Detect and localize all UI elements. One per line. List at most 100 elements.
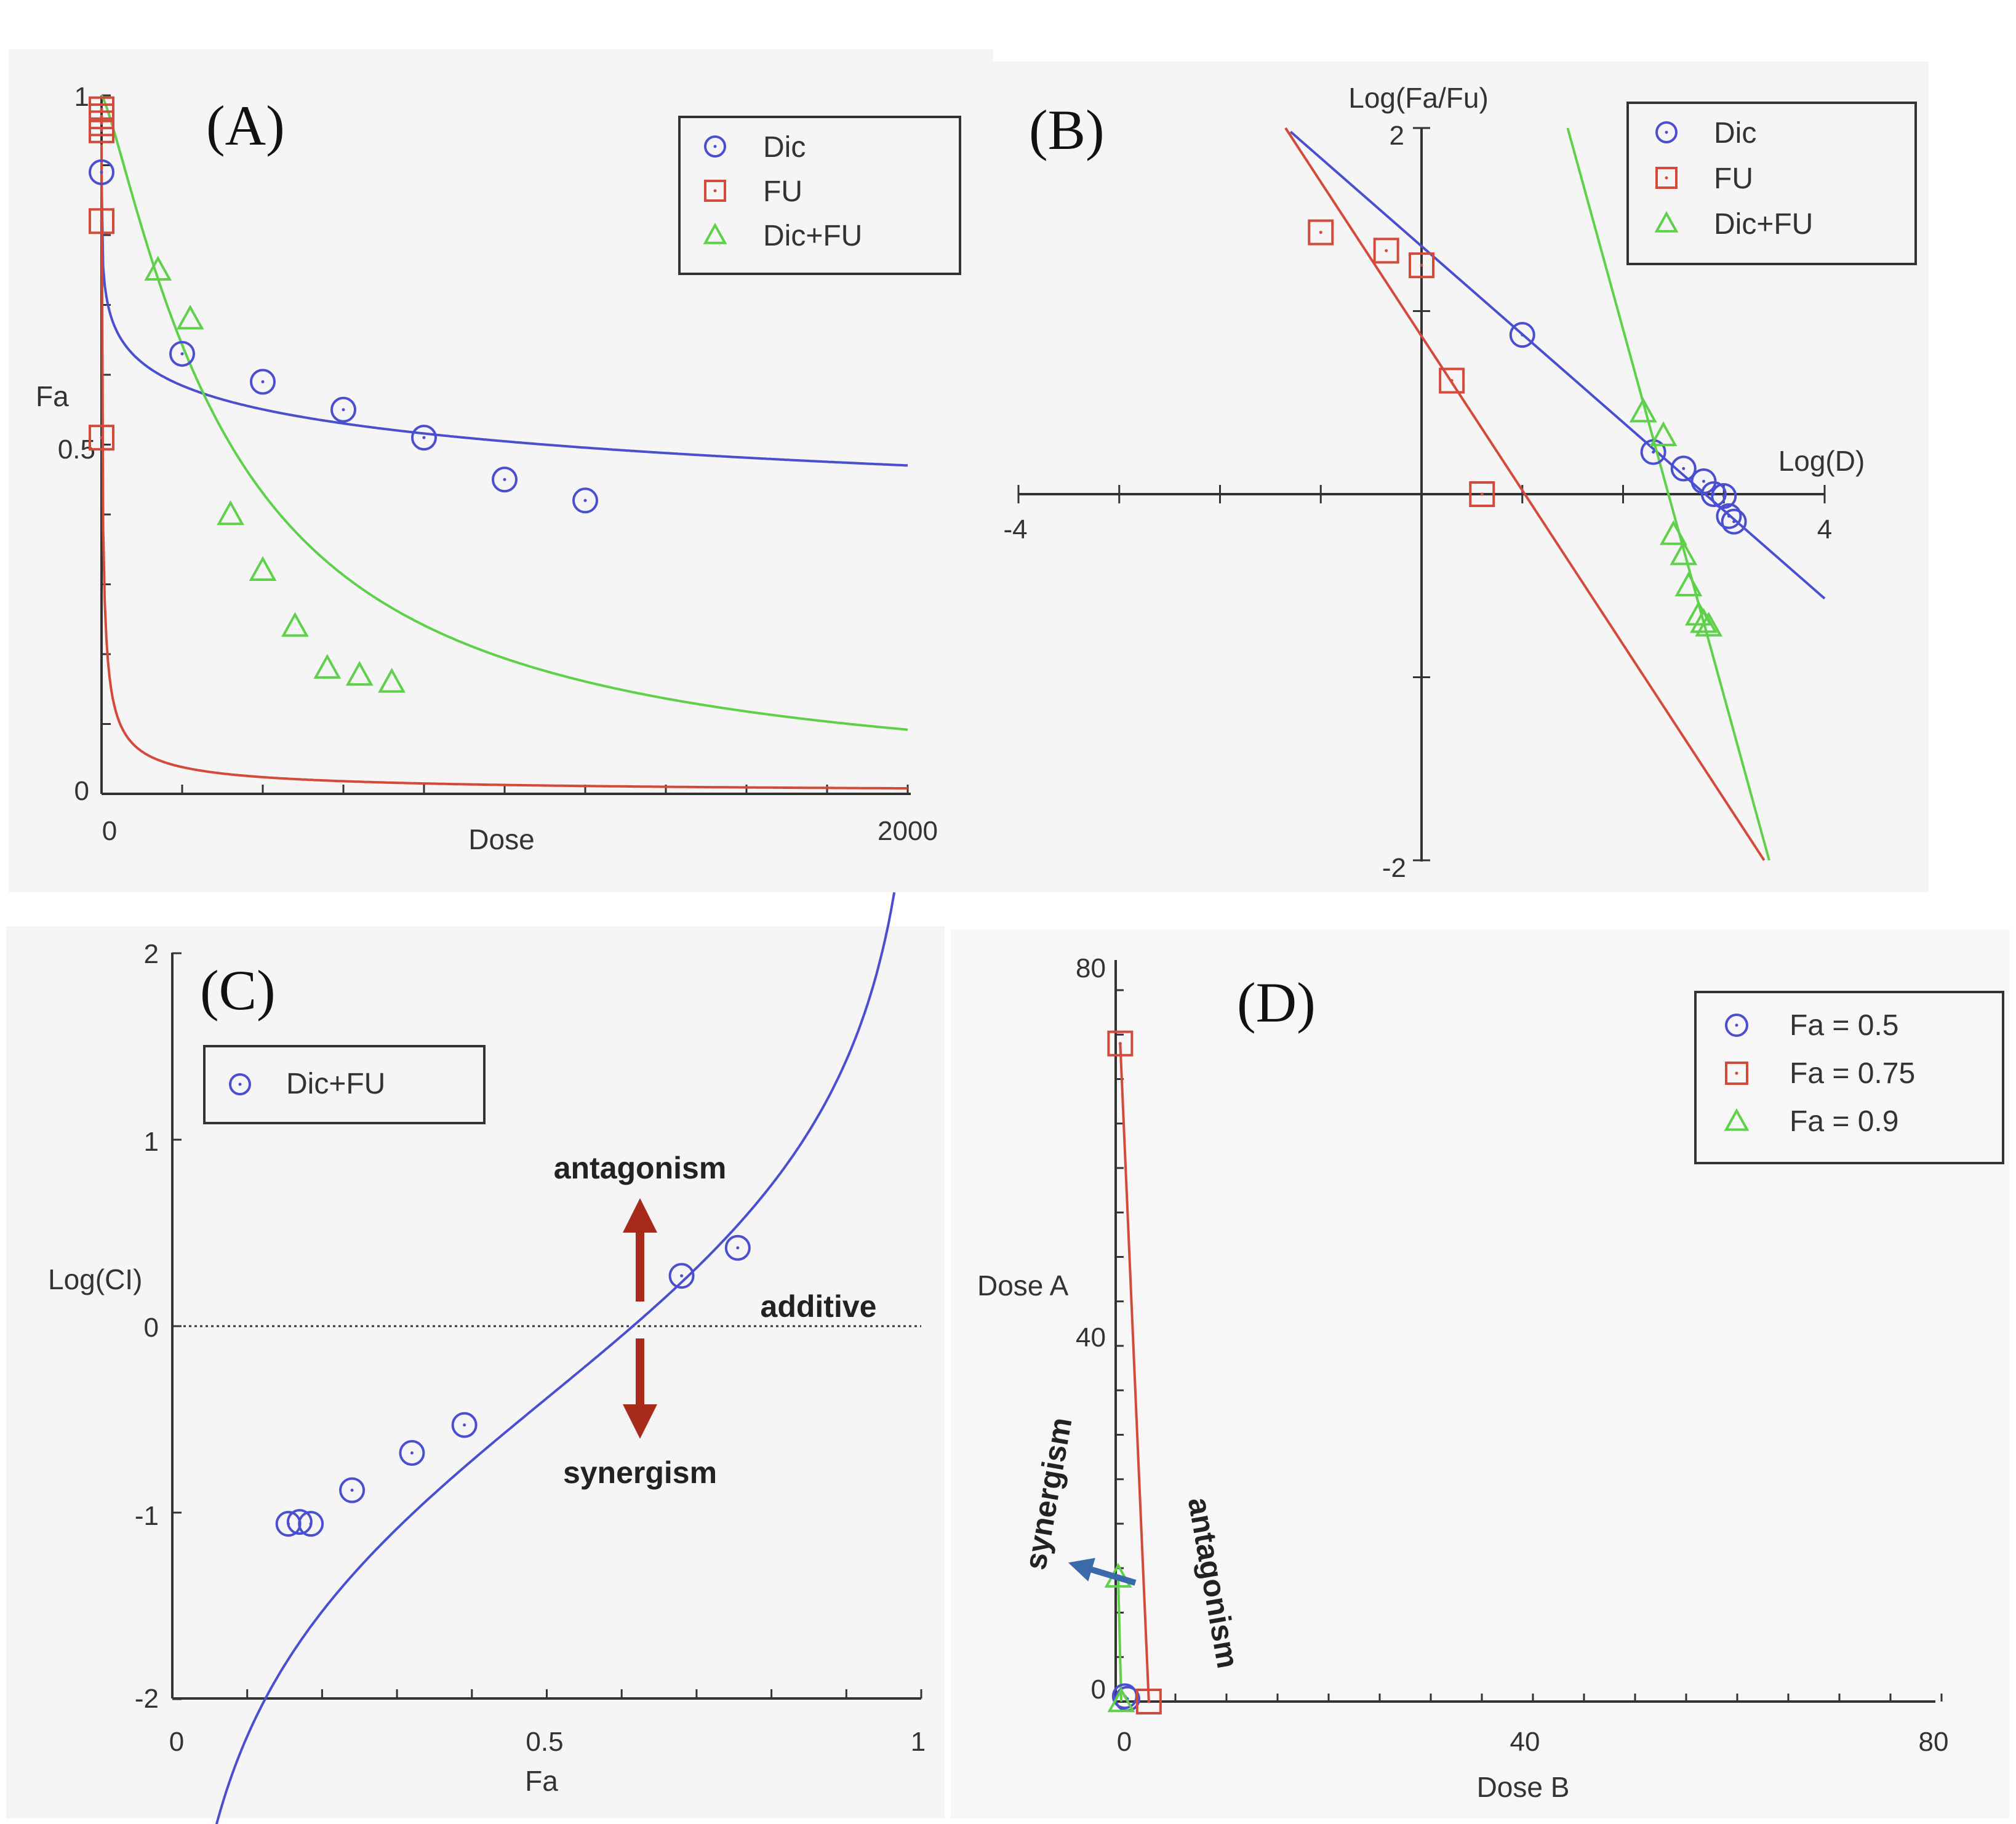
b-point-1-1 bbox=[1373, 238, 1399, 264]
b-legend-marker-1-dot bbox=[1665, 176, 1668, 180]
c-legend bbox=[229, 1073, 251, 1095]
d-isobole-1 bbox=[1119, 1043, 1150, 1702]
a-x-tick-0: 0 bbox=[102, 816, 117, 846]
c-point-5-dot bbox=[463, 1423, 466, 1427]
b-fit-line-1 bbox=[1284, 127, 1766, 862]
a-panel-label: (A) bbox=[206, 94, 285, 157]
a-point-0-6 bbox=[572, 487, 598, 514]
c-y-tick-1: 1 bbox=[144, 1127, 159, 1157]
c-x-tick-1: 1 bbox=[911, 1727, 926, 1757]
b-point-2-7 bbox=[1695, 612, 1723, 637]
b-point-0-6 bbox=[1716, 503, 1742, 529]
d-legend-fa09: Fa = 0.9 bbox=[1790, 1105, 1898, 1138]
a-y-axis-label: Fa bbox=[36, 380, 69, 412]
b-point-1-0-dot bbox=[1319, 231, 1322, 234]
a-point-0-0 bbox=[89, 159, 114, 185]
c-synergism-label: synergism bbox=[563, 1455, 717, 1490]
chart-c: 0 0.5 1 2 1 0 -1 -2 Fa Log(CI) (C) Dic+F… bbox=[48, 892, 926, 1824]
b-point-1-4-dot bbox=[1480, 492, 1484, 496]
a-point-1-0-dot bbox=[100, 129, 103, 132]
c-legend-marker bbox=[229, 1073, 251, 1095]
d-legend-marker-1-dot bbox=[1735, 1071, 1738, 1075]
b-markers bbox=[1308, 219, 1747, 637]
d-legend-marker-0 bbox=[1725, 1014, 1748, 1037]
b-legend-marker-0 bbox=[1655, 121, 1678, 143]
chart-b: -4 4 2 -2 Log(Fa/Fu) Log(D) (B) Dic FU D… bbox=[1003, 82, 1917, 883]
b-fit-line-2 bbox=[1566, 127, 1770, 861]
a-fit-curves bbox=[100, 95, 908, 790]
b-fit-line-0 bbox=[1289, 130, 1826, 600]
a-point-1-5-dot bbox=[100, 436, 103, 439]
d-ticks bbox=[1116, 989, 1943, 1702]
d-point-2-1 bbox=[1107, 1687, 1135, 1713]
b-y-tick-2: 2 bbox=[1390, 121, 1404, 151]
c-point-3-dot bbox=[350, 1489, 354, 1492]
a-point-0-5 bbox=[492, 466, 518, 493]
a-legend-marker-2 bbox=[703, 222, 727, 244]
a-curve-0 bbox=[100, 178, 908, 467]
d-y-tick-40: 40 bbox=[1076, 1322, 1106, 1353]
c-legend-marker-dot bbox=[238, 1082, 242, 1086]
c-panel-label: (C) bbox=[200, 959, 276, 1022]
a-x-axis-label: Dose bbox=[468, 823, 534, 855]
c-point-1 bbox=[286, 1509, 313, 1535]
d-isobologram-lines bbox=[1117, 1043, 1150, 1702]
d-x-tick-80: 80 bbox=[1919, 1727, 1949, 1757]
a-legend-box bbox=[678, 116, 961, 275]
a-point-0-4-dot bbox=[422, 436, 426, 439]
c-point-5 bbox=[451, 1412, 478, 1438]
a-legend-fu: FU bbox=[763, 175, 802, 208]
b-y-axis-label: Log(Fa/Fu) bbox=[1348, 82, 1489, 114]
b-point-0-1-dot bbox=[1652, 450, 1655, 454]
a-point-1-3-dot bbox=[100, 108, 103, 111]
d-synergism-label: synergism bbox=[1018, 1415, 1079, 1572]
d-y-tick-80: 80 bbox=[1076, 953, 1106, 983]
c-y-tick-0: 0 bbox=[144, 1313, 159, 1343]
a-markers bbox=[89, 96, 598, 693]
panel-b-background bbox=[993, 62, 1929, 892]
chart-a: 0 2000 0 0.5 1 Dose Fa (A) Dic FU Dic+FU bbox=[36, 82, 961, 855]
c-legend-box bbox=[203, 1045, 486, 1124]
c-y-axis-label: Log(CI) bbox=[48, 1263, 142, 1295]
b-y-tick-neg2: -2 bbox=[1382, 853, 1406, 883]
chart-d: 0 40 80 80 40 0 Dose B Dose A (D) Fa = 0… bbox=[977, 953, 2004, 1803]
d-x-tick-40: 40 bbox=[1510, 1727, 1540, 1757]
d-y-axis-label: Dose A bbox=[977, 1270, 1069, 1302]
c-point-6 bbox=[668, 1263, 695, 1289]
c-point-2-dot bbox=[309, 1522, 313, 1526]
b-panel-label: (B) bbox=[1029, 98, 1105, 161]
a-point-2-2 bbox=[217, 500, 244, 526]
d-point-1-1-dot bbox=[1147, 1700, 1151, 1703]
c-additive-label: additive bbox=[761, 1289, 877, 1324]
b-legend-dic: Dic bbox=[1714, 117, 1756, 150]
b-legend-fu: FU bbox=[1714, 162, 1753, 195]
b-point-1-2 bbox=[1409, 252, 1434, 279]
c-x-tick-0-5: 0.5 bbox=[526, 1727, 563, 1757]
a-legend-marker-1-dot bbox=[713, 189, 717, 193]
d-legend-fa075: Fa = 0.75 bbox=[1790, 1057, 1915, 1090]
d-antagonism-label: antagonism bbox=[1182, 1495, 1246, 1671]
c-point-7 bbox=[724, 1234, 751, 1261]
a-legend-dic: Dic bbox=[763, 131, 806, 164]
c-ticks bbox=[172, 952, 922, 1700]
a-legend bbox=[703, 135, 727, 244]
d-legend-fa05: Fa = 0.5 bbox=[1790, 1009, 1898, 1042]
c-point-4 bbox=[399, 1440, 425, 1466]
b-point-2-6 bbox=[1690, 608, 1718, 633]
b-legend-dic-fu: Dic+FU bbox=[1714, 208, 1813, 241]
b-point-1-0 bbox=[1308, 219, 1334, 246]
b-x-tick-4: 4 bbox=[1817, 514, 1832, 545]
a-legend-dic-fu: Dic+FU bbox=[763, 220, 862, 252]
c-x-tick-0: 0 bbox=[169, 1727, 184, 1757]
b-point-1-4 bbox=[1469, 481, 1495, 507]
a-point-2-3 bbox=[249, 556, 277, 581]
c-legend-dic-fu: Dic+FU bbox=[286, 1068, 385, 1100]
b-point-0-4 bbox=[1700, 481, 1727, 507]
a-point-0-2-dot bbox=[261, 380, 265, 383]
c-y-tick-neg1: -1 bbox=[135, 1501, 159, 1531]
a-point-0-4 bbox=[411, 425, 437, 451]
panel-d-background bbox=[951, 929, 2009, 1818]
a-point-1-5 bbox=[89, 425, 114, 451]
c-point-4-dot bbox=[410, 1451, 414, 1455]
b-legend-box bbox=[1626, 102, 1917, 265]
